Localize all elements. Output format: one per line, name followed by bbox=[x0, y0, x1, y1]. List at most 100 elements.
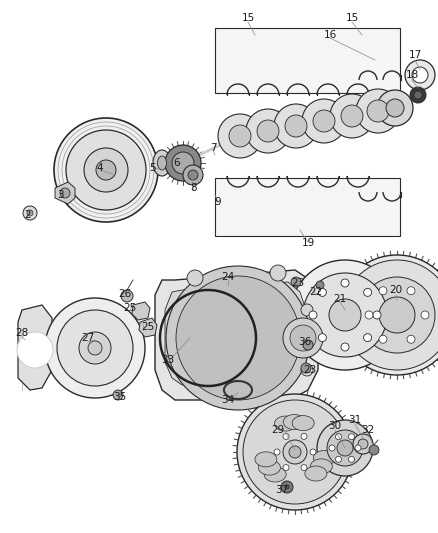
Circle shape bbox=[60, 188, 70, 198]
Ellipse shape bbox=[275, 416, 297, 431]
Text: 2: 2 bbox=[25, 210, 31, 220]
Circle shape bbox=[296, 109, 324, 138]
Circle shape bbox=[330, 94, 374, 138]
Circle shape bbox=[275, 122, 289, 135]
Text: 25: 25 bbox=[124, 303, 137, 313]
Circle shape bbox=[281, 481, 293, 493]
Circle shape bbox=[421, 311, 429, 319]
Circle shape bbox=[176, 276, 300, 400]
Ellipse shape bbox=[305, 466, 327, 481]
Circle shape bbox=[358, 107, 372, 120]
Circle shape bbox=[412, 67, 428, 83]
Circle shape bbox=[274, 104, 318, 148]
Circle shape bbox=[301, 363, 311, 373]
Circle shape bbox=[303, 273, 387, 357]
Ellipse shape bbox=[255, 452, 277, 467]
Circle shape bbox=[316, 281, 324, 289]
Circle shape bbox=[240, 119, 268, 148]
Circle shape bbox=[54, 118, 158, 222]
Circle shape bbox=[84, 148, 128, 192]
Text: 23: 23 bbox=[304, 365, 317, 375]
Circle shape bbox=[268, 115, 296, 142]
Text: 3: 3 bbox=[57, 190, 64, 200]
Text: 29: 29 bbox=[272, 425, 285, 435]
Ellipse shape bbox=[158, 156, 166, 170]
Ellipse shape bbox=[258, 460, 280, 475]
Circle shape bbox=[283, 440, 307, 464]
Circle shape bbox=[257, 120, 279, 142]
Text: 17: 17 bbox=[408, 50, 422, 60]
Circle shape bbox=[290, 325, 316, 351]
Circle shape bbox=[45, 298, 145, 398]
Text: 36: 36 bbox=[298, 337, 311, 347]
Circle shape bbox=[407, 287, 415, 295]
Text: 19: 19 bbox=[301, 238, 314, 248]
Circle shape bbox=[246, 109, 290, 153]
Circle shape bbox=[301, 364, 313, 376]
Circle shape bbox=[324, 104, 352, 133]
Text: 20: 20 bbox=[389, 285, 403, 295]
Circle shape bbox=[336, 434, 342, 440]
Text: 4: 4 bbox=[97, 163, 103, 173]
Text: 21: 21 bbox=[333, 294, 346, 304]
Circle shape bbox=[243, 400, 347, 504]
Circle shape bbox=[165, 145, 201, 181]
Circle shape bbox=[88, 341, 102, 355]
Circle shape bbox=[414, 91, 422, 99]
Circle shape bbox=[336, 456, 342, 462]
Text: 26: 26 bbox=[118, 289, 132, 299]
Circle shape bbox=[57, 310, 133, 386]
Circle shape bbox=[301, 304, 313, 316]
Circle shape bbox=[229, 125, 251, 147]
Text: 23: 23 bbox=[291, 278, 304, 288]
Circle shape bbox=[274, 449, 280, 455]
Text: 15: 15 bbox=[346, 13, 359, 23]
Text: 6: 6 bbox=[174, 158, 180, 168]
Circle shape bbox=[23, 206, 37, 220]
Circle shape bbox=[329, 299, 361, 331]
Bar bbox=[215, 28, 400, 93]
Polygon shape bbox=[165, 282, 306, 385]
Ellipse shape bbox=[311, 459, 332, 474]
Text: 35: 35 bbox=[113, 392, 127, 402]
Circle shape bbox=[17, 332, 53, 368]
Circle shape bbox=[218, 114, 262, 158]
Circle shape bbox=[283, 318, 323, 358]
Circle shape bbox=[318, 334, 326, 342]
Ellipse shape bbox=[153, 150, 171, 176]
Circle shape bbox=[318, 288, 326, 296]
Circle shape bbox=[96, 160, 116, 180]
Circle shape bbox=[353, 434, 373, 454]
Circle shape bbox=[355, 445, 361, 451]
Circle shape bbox=[283, 433, 289, 439]
Circle shape bbox=[351, 100, 379, 127]
Circle shape bbox=[367, 100, 389, 122]
Circle shape bbox=[188, 170, 198, 180]
Circle shape bbox=[341, 279, 349, 287]
Text: 32: 32 bbox=[361, 425, 374, 435]
Circle shape bbox=[410, 87, 426, 103]
Circle shape bbox=[309, 311, 317, 319]
Circle shape bbox=[270, 265, 286, 281]
Polygon shape bbox=[132, 302, 150, 320]
Circle shape bbox=[283, 465, 289, 471]
Text: 31: 31 bbox=[348, 415, 362, 425]
Circle shape bbox=[327, 430, 363, 466]
Ellipse shape bbox=[283, 415, 305, 430]
Polygon shape bbox=[18, 305, 52, 390]
Text: 7: 7 bbox=[210, 143, 216, 153]
Circle shape bbox=[302, 99, 346, 143]
Circle shape bbox=[379, 297, 415, 333]
Circle shape bbox=[331, 111, 345, 125]
Circle shape bbox=[301, 465, 307, 471]
Circle shape bbox=[237, 394, 353, 510]
Circle shape bbox=[356, 89, 400, 133]
Circle shape bbox=[66, 130, 146, 210]
Circle shape bbox=[187, 270, 203, 286]
Circle shape bbox=[329, 445, 335, 451]
Circle shape bbox=[183, 165, 203, 185]
Circle shape bbox=[349, 434, 354, 440]
Circle shape bbox=[405, 60, 435, 90]
Circle shape bbox=[342, 260, 438, 370]
Text: 30: 30 bbox=[328, 421, 342, 431]
